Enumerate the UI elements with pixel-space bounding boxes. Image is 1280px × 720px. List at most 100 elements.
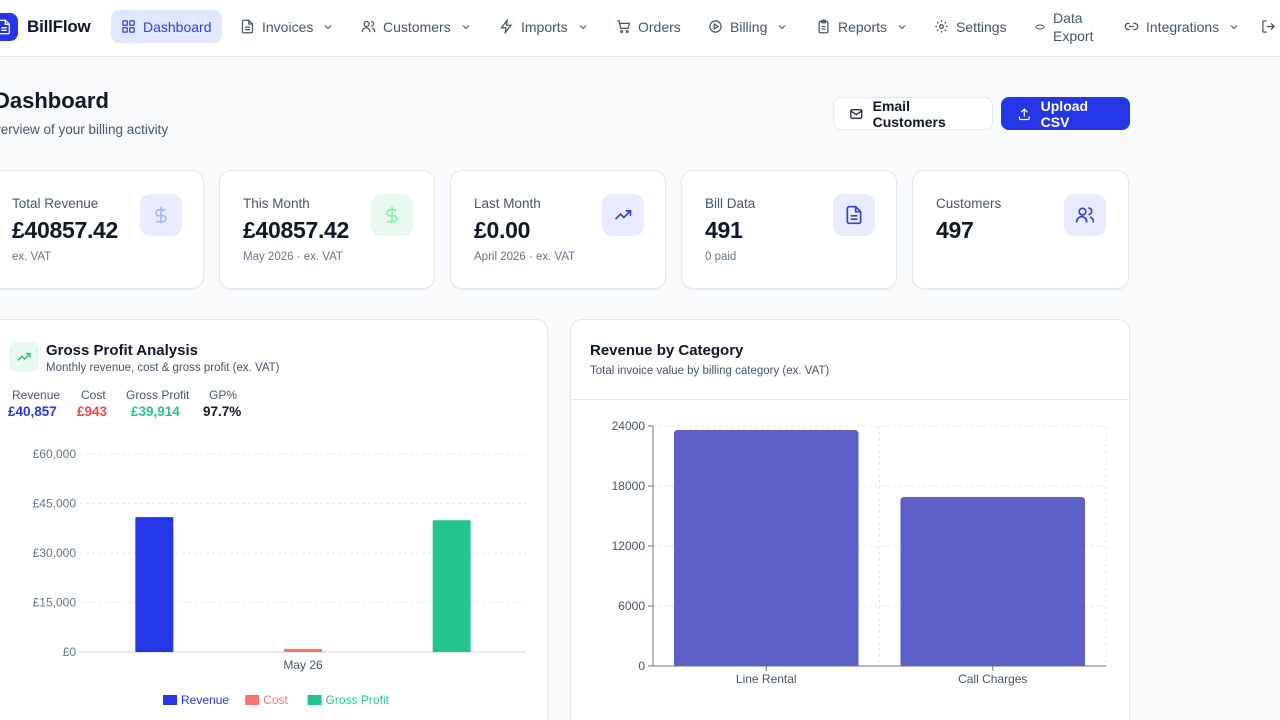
legend-swatch (245, 695, 260, 705)
nav-data-export-label-line2: Export (1053, 28, 1094, 44)
users-icon (1064, 194, 1106, 236)
summary-label-gross-profit: Gross Profit (126, 388, 190, 402)
stat-card-last-month: Last Month £0.00 April 2026 · ex. VAT (450, 170, 666, 289)
nav-invoices-label: Invoices (262, 18, 314, 35)
clipboard-icon (818, 19, 829, 34)
bar-gross-profit (432, 520, 471, 652)
page-title: Dashboard (0, 88, 109, 113)
bolt-icon (500, 19, 513, 34)
gross-profit-panel: Gross Profit Analysis Monthly revenue, c… (0, 319, 548, 720)
logout-button[interactable] (1255, 10, 1280, 43)
nav-dashboard[interactable]: Dashboard (111, 10, 222, 43)
gross-profit-title: Gross Profit Analysis (46, 342, 198, 359)
y-tick-label: £15,000 (33, 596, 77, 610)
nav-customers[interactable]: Customers (351, 10, 482, 43)
nav-integrations[interactable]: Integrations (1114, 10, 1250, 43)
bar-revenue (135, 517, 174, 652)
upload-csv-label: Upload CSV (1040, 97, 1089, 130)
x-tick-label: Line Rental (736, 672, 797, 686)
link-icon (1124, 22, 1139, 31)
nav-invoices[interactable]: Invoices (230, 10, 344, 43)
stat-value: £40857.42 (12, 217, 119, 243)
y-tick-label: £60,000 (33, 447, 77, 461)
y-tick-label: 0 (638, 659, 645, 673)
y-tick-label: 24000 (612, 419, 646, 433)
nav-orders[interactable]: Orders (606, 10, 691, 43)
mail-icon (850, 108, 863, 119)
stat-value: £0.00 (474, 217, 531, 243)
document-icon (241, 19, 254, 34)
upload-icon (1018, 107, 1030, 120)
legend-swatch (307, 695, 322, 705)
nav-dashboard-label: Dashboard (143, 18, 212, 35)
nav-reports[interactable]: Reports (806, 10, 918, 43)
summary-value-gp-percent: 97.7% (203, 404, 242, 419)
nav-integrations-label: Integrations (1146, 18, 1220, 35)
grid-icon (122, 20, 135, 33)
top-navigation: BillFlow Dashboard Invoices Customers Im… (0, 0, 1280, 57)
summary-label-revenue: Revenue (12, 388, 61, 402)
chevron-down-icon (579, 24, 587, 29)
stat-card-bill-data: Bill Data 491 0 paid (681, 170, 897, 289)
gear-icon (935, 20, 948, 33)
dollar-icon (371, 194, 413, 236)
summary-label-cost: Cost (81, 388, 106, 402)
legend-label: Gross Profit (326, 693, 390, 707)
billflow-logo-icon (0, 13, 18, 41)
legend-label: Revenue (181, 693, 229, 707)
stat-note: April 2026 · ex. VAT (474, 251, 576, 263)
stat-value: 491 (705, 217, 743, 243)
stat-value: £40857.42 (243, 217, 350, 243)
stat-value: 497 (936, 217, 974, 243)
legend-label: Cost (263, 693, 288, 707)
nav-data-export[interactable]: Data Export (1024, 8, 1103, 46)
y-tick-label: 18000 (612, 479, 646, 493)
nav-billing-label: Billing (730, 18, 768, 35)
trending-up-icon (9, 342, 39, 372)
legend-swatch (163, 695, 177, 705)
stat-note: 0 paid (705, 251, 737, 263)
upload-csv-button[interactable]: Upload CSV (1001, 97, 1130, 130)
stat-note: May 2026 · ex. VAT (243, 251, 343, 263)
chevron-down-icon (324, 24, 332, 29)
gross-profit-chart: £0 £15,000 £30,000 £45,000 £60,000 May 26 Reve… (33, 447, 526, 707)
chevron-down-icon (1230, 24, 1238, 29)
y-tick-label: 6000 (618, 599, 645, 613)
stat-label: Last Month (474, 196, 541, 211)
summary-value-gross-profit: £39,914 (131, 404, 180, 419)
nav-settings[interactable]: Settings (924, 10, 1017, 43)
y-tick-label: £0 (63, 645, 77, 659)
stat-label: Total Revenue (12, 196, 99, 211)
revenue-category-panel: Revenue by Category Total invoice value … (570, 319, 1130, 720)
nav-imports[interactable]: Imports (489, 10, 599, 43)
play-circle-icon (709, 20, 722, 33)
brand[interactable]: BillFlow (0, 12, 91, 42)
bar-call-charges (900, 497, 1085, 666)
nav-settings-label: Settings (956, 18, 1007, 35)
summary-value-revenue: £40,857 (8, 404, 57, 419)
gross-profit-subtitle: Monthly revenue, cost & gross profit (ex… (46, 362, 280, 374)
nav-customers-label: Customers (383, 18, 451, 35)
summary-label-gp-percent: GP% (209, 388, 238, 402)
email-customers-button[interactable]: Email Customers (833, 97, 993, 130)
y-tick-label: £30,000 (33, 546, 77, 560)
file-icon (833, 194, 875, 236)
chevron-down-icon (898, 24, 906, 29)
bar-cost (284, 648, 322, 652)
revenue-category-subtitle: Total invoice value by billing category … (590, 365, 830, 377)
nav-imports-label: Imports (521, 18, 568, 35)
chevron-down-icon (462, 24, 470, 29)
stat-card-total-revenue: Total Revenue £40857.42 ex. VAT (0, 170, 204, 289)
app-name: BillFlow (27, 17, 91, 36)
nav-billing[interactable]: Billing (698, 10, 798, 43)
users-icon (361, 20, 376, 33)
stat-label: Bill Data (705, 196, 756, 211)
x-tick-label: May 26 (283, 658, 323, 672)
x-tick-label: Call Charges (958, 672, 1027, 686)
stat-card-this-month: This Month £40857.42 May 2026 · ex. VAT (219, 170, 435, 289)
panel-divider (571, 399, 1129, 400)
trending-up-icon (602, 194, 644, 236)
bar-line-rental (674, 430, 859, 666)
nav-orders-label: Orders (638, 18, 681, 35)
database-icon (1035, 24, 1045, 30)
